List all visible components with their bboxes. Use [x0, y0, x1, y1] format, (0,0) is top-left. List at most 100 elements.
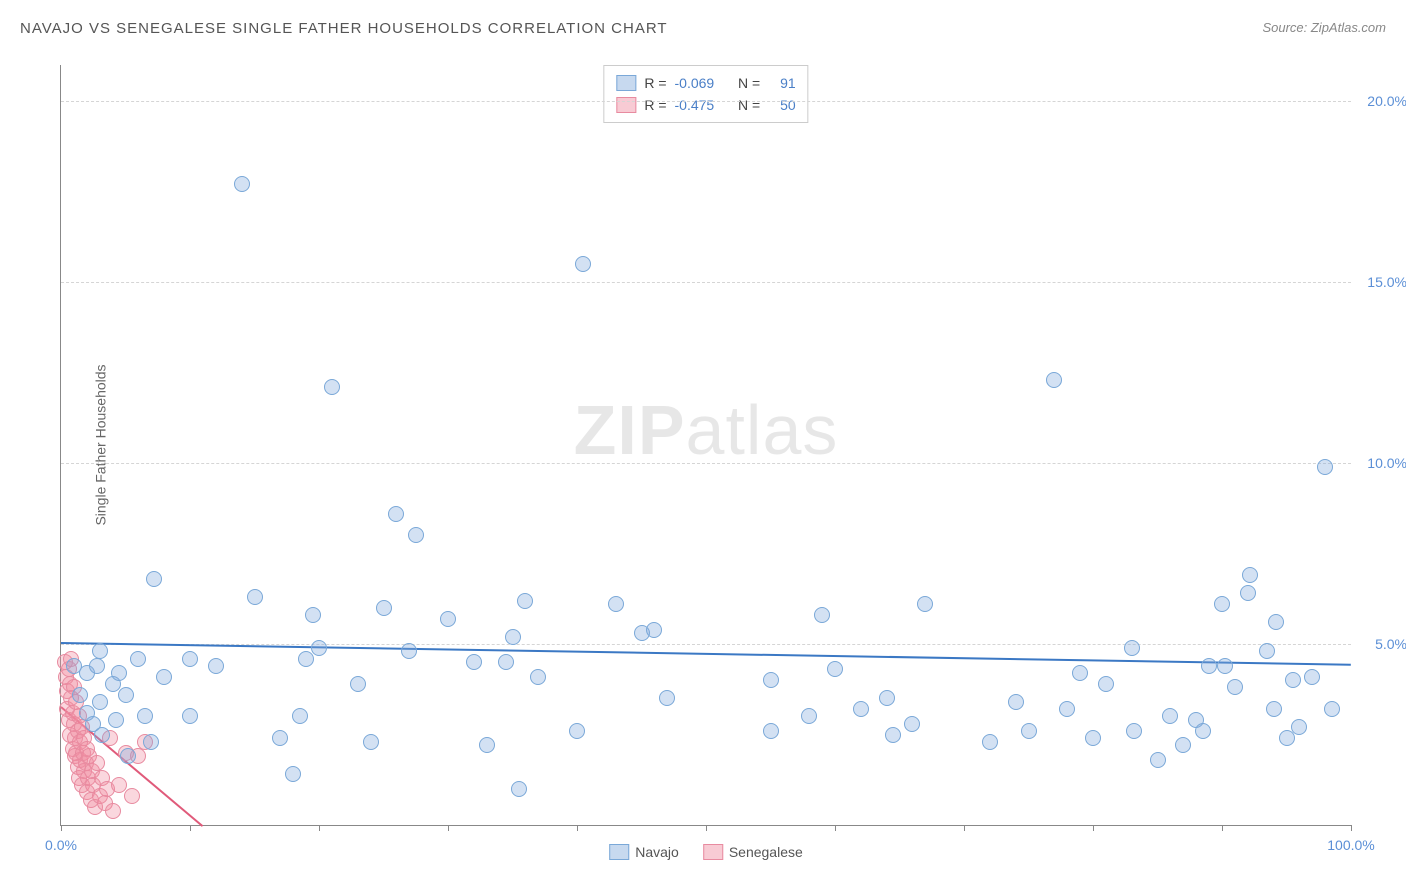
data-point[interactable]: [324, 379, 340, 395]
data-point[interactable]: [1242, 567, 1258, 583]
data-point[interactable]: [879, 690, 895, 706]
data-point[interactable]: [1124, 640, 1140, 656]
data-point[interactable]: [1008, 694, 1024, 710]
data-point[interactable]: [763, 723, 779, 739]
data-point[interactable]: [1279, 730, 1295, 746]
data-point[interactable]: [89, 658, 105, 674]
x-tick: [964, 825, 965, 831]
data-point[interactable]: [763, 672, 779, 688]
data-point[interactable]: [1266, 701, 1282, 717]
legend-row-navajo: R = -0.069 N = 91: [616, 72, 795, 94]
data-point[interactable]: [376, 600, 392, 616]
chart-container: Single Father Households ZIPatlas R = -0…: [50, 55, 1380, 835]
data-point[interactable]: [569, 723, 585, 739]
data-point[interactable]: [1304, 669, 1320, 685]
data-point[interactable]: [917, 596, 933, 612]
data-point[interactable]: [182, 708, 198, 724]
source-link[interactable]: ZipAtlas.com: [1311, 20, 1386, 35]
data-point[interactable]: [94, 727, 110, 743]
data-point[interactable]: [305, 607, 321, 623]
data-point[interactable]: [1021, 723, 1037, 739]
data-point[interactable]: [285, 766, 301, 782]
data-point[interactable]: [885, 727, 901, 743]
data-point[interactable]: [363, 734, 379, 750]
data-point[interactable]: [608, 596, 624, 612]
data-point[interactable]: [350, 676, 366, 692]
data-point[interactable]: [1259, 643, 1275, 659]
data-point[interactable]: [1072, 665, 1088, 681]
data-point[interactable]: [853, 701, 869, 717]
data-point[interactable]: [517, 593, 533, 609]
n-label: N =: [738, 94, 760, 116]
data-point[interactable]: [1285, 672, 1301, 688]
navajo-n-value: 91: [780, 72, 796, 94]
data-point[interactable]: [130, 651, 146, 667]
legend-item-navajo[interactable]: Navajo: [609, 844, 679, 860]
data-point[interactable]: [505, 629, 521, 645]
data-point[interactable]: [298, 651, 314, 667]
data-point[interactable]: [247, 589, 263, 605]
data-point[interactable]: [511, 781, 527, 797]
data-point[interactable]: [401, 643, 417, 659]
data-point[interactable]: [1098, 676, 1114, 692]
data-point[interactable]: [1195, 723, 1211, 739]
data-point[interactable]: [1150, 752, 1166, 768]
data-point[interactable]: [143, 734, 159, 750]
data-point[interactable]: [1268, 614, 1284, 630]
data-point[interactable]: [272, 730, 288, 746]
data-point[interactable]: [72, 687, 88, 703]
data-point[interactable]: [1162, 708, 1178, 724]
data-point[interactable]: [1126, 723, 1142, 739]
plot-area: ZIPatlas R = -0.069 N = 91 R = -0.475 N …: [60, 65, 1351, 826]
data-point[interactable]: [479, 737, 495, 753]
data-point[interactable]: [1324, 701, 1340, 717]
navajo-swatch-icon: [609, 844, 629, 860]
data-point[interactable]: [1085, 730, 1101, 746]
data-point[interactable]: [408, 527, 424, 543]
data-point[interactable]: [118, 687, 134, 703]
data-point[interactable]: [827, 661, 843, 677]
trend-line: [61, 642, 1351, 666]
data-point[interactable]: [1059, 701, 1075, 717]
data-point[interactable]: [646, 622, 662, 638]
legend-item-senegalese[interactable]: Senegalese: [703, 844, 803, 860]
data-point[interactable]: [530, 669, 546, 685]
data-point[interactable]: [92, 643, 108, 659]
data-point[interactable]: [111, 665, 127, 681]
data-point[interactable]: [105, 803, 121, 819]
data-point[interactable]: [801, 708, 817, 724]
data-point[interactable]: [1291, 719, 1307, 735]
data-point[interactable]: [108, 712, 124, 728]
data-point[interactable]: [982, 734, 998, 750]
data-point[interactable]: [124, 788, 140, 804]
data-point[interactable]: [182, 651, 198, 667]
data-point[interactable]: [904, 716, 920, 732]
data-point[interactable]: [1217, 658, 1233, 674]
data-point[interactable]: [1227, 679, 1243, 695]
data-point[interactable]: [208, 658, 224, 674]
data-point[interactable]: [311, 640, 327, 656]
data-point[interactable]: [1175, 737, 1191, 753]
data-point[interactable]: [292, 708, 308, 724]
data-point[interactable]: [659, 690, 675, 706]
data-point[interactable]: [120, 748, 136, 764]
data-point[interactable]: [388, 506, 404, 522]
data-point[interactable]: [814, 607, 830, 623]
gridline: [61, 282, 1351, 283]
data-point[interactable]: [92, 694, 108, 710]
data-point[interactable]: [146, 571, 162, 587]
data-point[interactable]: [156, 669, 172, 685]
data-point[interactable]: [498, 654, 514, 670]
data-point[interactable]: [234, 176, 250, 192]
data-point[interactable]: [1317, 459, 1333, 475]
data-point[interactable]: [575, 256, 591, 272]
senegalese-n-value: 50: [780, 94, 796, 116]
data-point[interactable]: [1240, 585, 1256, 601]
x-tick: [706, 825, 707, 831]
data-point[interactable]: [440, 611, 456, 627]
data-point[interactable]: [1201, 658, 1217, 674]
data-point[interactable]: [137, 708, 153, 724]
data-point[interactable]: [1046, 372, 1062, 388]
data-point[interactable]: [466, 654, 482, 670]
data-point[interactable]: [1214, 596, 1230, 612]
